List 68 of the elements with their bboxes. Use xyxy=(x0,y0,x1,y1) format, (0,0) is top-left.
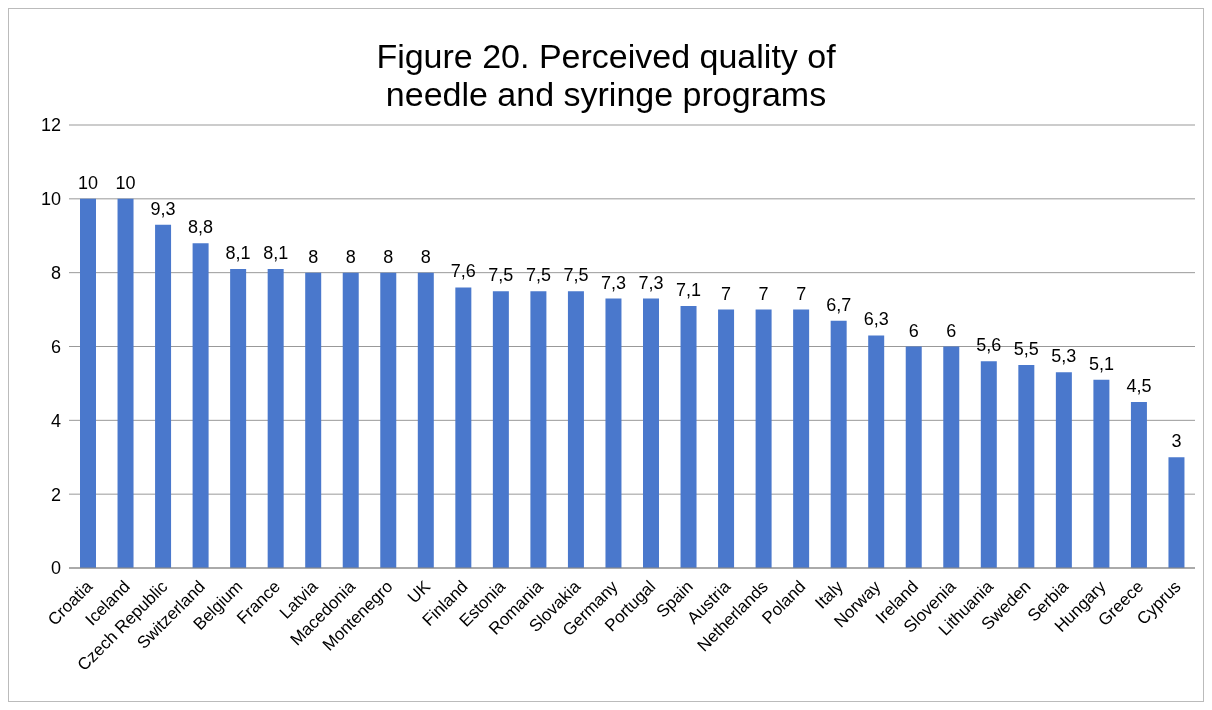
data-label: 7,5 xyxy=(563,265,589,286)
bar xyxy=(192,243,209,568)
data-label: 7,6 xyxy=(450,261,476,282)
bar xyxy=(117,198,134,568)
data-label: 6 xyxy=(908,320,919,341)
data-label: 8 xyxy=(420,246,431,267)
data-label: 7,1 xyxy=(676,279,702,300)
bar xyxy=(1055,372,1072,568)
y-tick-label: 4 xyxy=(50,410,61,431)
bar xyxy=(830,320,847,568)
y-tick-label: 2 xyxy=(50,484,61,505)
data-label: 7 xyxy=(758,283,769,304)
data-label: 6,3 xyxy=(863,309,889,330)
data-label: 3 xyxy=(1171,431,1182,452)
data-label: 4,5 xyxy=(1126,375,1152,396)
bar xyxy=(455,287,472,568)
data-label: 9,3 xyxy=(150,198,176,219)
data-label: 7 xyxy=(721,283,732,304)
data-label: 8 xyxy=(383,246,394,267)
chart-title: Figure 20. Perceived quality of needle and syringe programs xyxy=(375,36,837,113)
bar xyxy=(905,346,922,568)
bar xyxy=(567,291,584,568)
data-label: 10 xyxy=(77,172,99,193)
y-tick-label: 6 xyxy=(50,336,61,357)
y-tick-label: 0 xyxy=(50,558,61,579)
bar xyxy=(943,346,960,568)
data-label: 7,5 xyxy=(488,265,514,286)
data-label: 7,3 xyxy=(638,272,664,293)
bar xyxy=(793,309,810,568)
bar xyxy=(1093,379,1110,568)
y-tick-label: 12 xyxy=(40,115,61,136)
bar xyxy=(605,298,622,568)
bar xyxy=(267,268,284,568)
data-label: 6 xyxy=(946,320,957,341)
bar xyxy=(868,335,885,568)
data-label: 8,8 xyxy=(188,217,214,238)
bar xyxy=(643,298,659,568)
data-label: 5,1 xyxy=(1088,353,1114,374)
data-label: 5,3 xyxy=(1051,346,1077,367)
data-label: 8 xyxy=(308,246,319,267)
bar xyxy=(230,268,247,568)
data-label: 6,7 xyxy=(826,294,852,315)
bar xyxy=(1130,401,1147,568)
bar xyxy=(155,224,172,568)
data-label: 8,1 xyxy=(263,242,289,263)
bar xyxy=(417,272,434,568)
bar xyxy=(980,361,997,568)
data-label: 5,5 xyxy=(1013,338,1039,359)
bar xyxy=(755,309,772,568)
bar xyxy=(342,272,359,568)
data-label: 8 xyxy=(345,246,356,267)
y-tick-label: 10 xyxy=(40,189,61,210)
bar xyxy=(1168,457,1185,568)
data-label: 5,6 xyxy=(976,335,1002,356)
bar xyxy=(80,198,96,568)
bar xyxy=(718,309,735,568)
bar xyxy=(1018,364,1035,568)
bar xyxy=(305,272,322,568)
data-label: 10 xyxy=(115,172,136,193)
data-label: 7 xyxy=(796,283,807,304)
bar xyxy=(380,272,397,568)
data-label: 8,1 xyxy=(225,242,251,263)
data-label: 7,5 xyxy=(525,265,551,286)
bar xyxy=(492,291,509,568)
data-label: 7,3 xyxy=(600,272,626,293)
y-tick-label: 8 xyxy=(50,263,61,284)
bar xyxy=(530,291,547,568)
bar xyxy=(680,305,697,568)
